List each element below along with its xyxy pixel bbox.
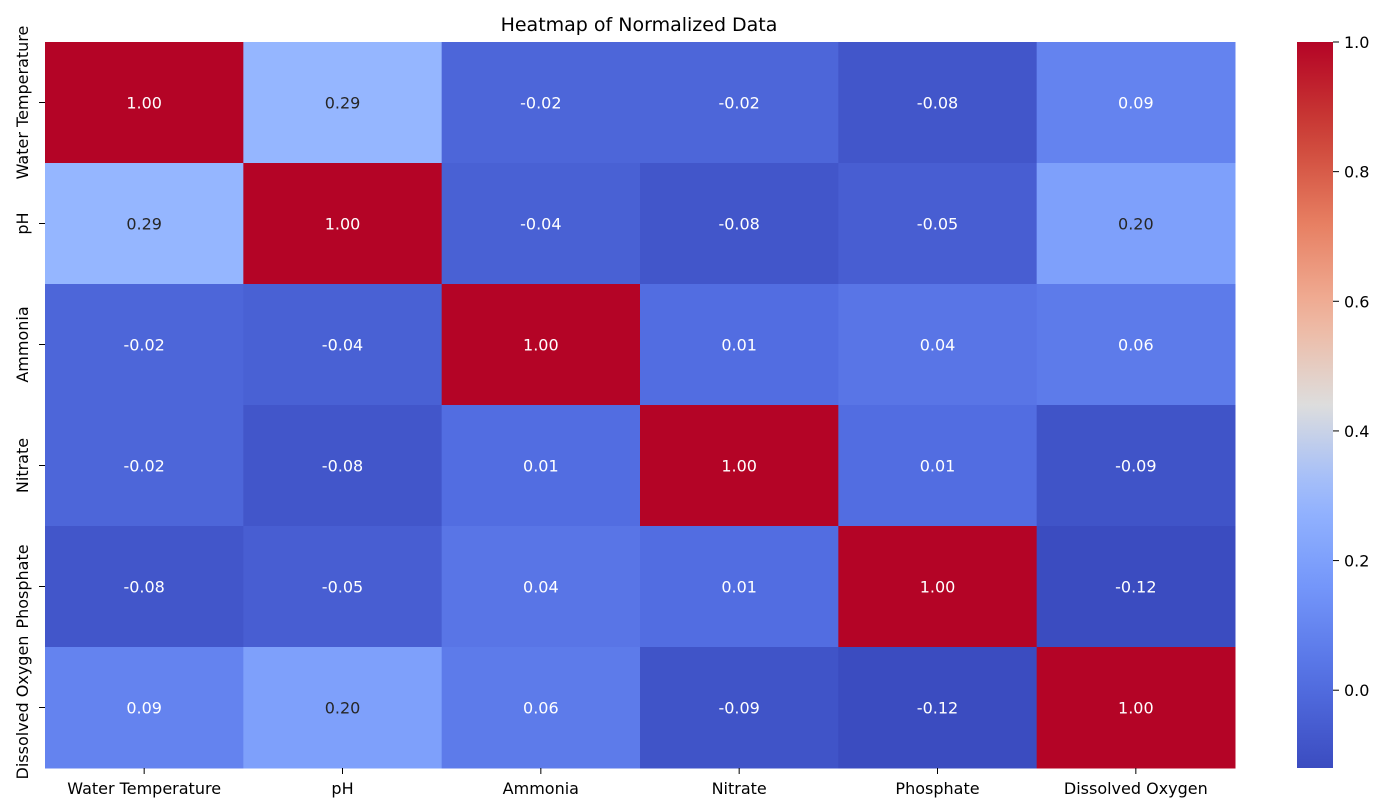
colorbar-tick-label: 0.6 bbox=[1344, 292, 1369, 311]
y-tick-label: Phosphate bbox=[13, 544, 32, 628]
cell-value-label: -0.02 bbox=[520, 94, 561, 113]
cell-value-label: 0.06 bbox=[1118, 336, 1154, 355]
colorbar-tick-label: 0.4 bbox=[1344, 422, 1369, 441]
cell-value-label: 0.09 bbox=[1118, 94, 1154, 113]
colorbar-tick-label: 0.0 bbox=[1344, 681, 1369, 700]
cell-value-label: 0.01 bbox=[920, 457, 956, 476]
cell-value-label: -0.12 bbox=[917, 699, 958, 718]
x-tick-label: Water Temperature bbox=[67, 779, 221, 798]
heatmap-cell bbox=[45, 647, 244, 769]
x-tick-label: Dissolved Oxygen bbox=[1064, 779, 1208, 798]
heatmap-cell bbox=[441, 526, 641, 648]
cell-value-label: 1.00 bbox=[126, 94, 162, 113]
x-tick-label: Phosphate bbox=[895, 779, 979, 798]
heatmap-cell bbox=[1036, 647, 1236, 769]
cell-value-label: 1.00 bbox=[920, 578, 956, 597]
chart-title: Heatmap of Normalized Data bbox=[501, 14, 778, 36]
colorbar-gradient bbox=[1297, 42, 1333, 768]
cell-value-label: -0.08 bbox=[718, 215, 759, 234]
cell-value-label: -0.05 bbox=[322, 578, 363, 597]
cell-value-label: 1.00 bbox=[523, 336, 559, 355]
heatmap-cell bbox=[838, 284, 1038, 406]
heatmap-cell bbox=[45, 526, 244, 648]
cell-value-label: 0.04 bbox=[920, 336, 956, 355]
cell-value-label: -0.09 bbox=[1115, 457, 1156, 476]
cell-value-label: 0.04 bbox=[523, 578, 559, 597]
heatmap-cell bbox=[441, 647, 641, 769]
heatmap-cell bbox=[45, 163, 244, 285]
heatmap-cell bbox=[838, 647, 1038, 769]
cell-value-label: -0.08 bbox=[123, 578, 164, 597]
cell-value-label: 1.00 bbox=[1118, 699, 1154, 718]
colorbar-tick-label: 0.8 bbox=[1344, 163, 1369, 182]
y-axis: Water Temperature pH Ammonia Nitrate Phospha… bbox=[13, 26, 45, 780]
colorbar-tick-label: 1.0 bbox=[1344, 33, 1369, 52]
cell-value-label: -0.12 bbox=[1115, 578, 1156, 597]
y-tick-label: Water Temperature bbox=[13, 26, 32, 180]
colorbar-tick-label: 0.2 bbox=[1344, 552, 1369, 571]
x-tick-label: Nitrate bbox=[712, 779, 767, 798]
cell-value-label: 0.20 bbox=[325, 699, 361, 718]
heatmap-cell bbox=[243, 163, 443, 285]
heatmap-cell bbox=[838, 526, 1038, 648]
heatmap-cell bbox=[45, 42, 244, 164]
heatmap-cell bbox=[640, 526, 839, 648]
cell-value-label: -0.08 bbox=[322, 457, 363, 476]
cell-value-label: -0.04 bbox=[520, 215, 561, 234]
heatmap-cell bbox=[441, 284, 641, 406]
heatmap-cell bbox=[640, 647, 839, 769]
heatmap-cell bbox=[441, 42, 641, 164]
heatmap-cell bbox=[243, 405, 443, 527]
cell-value-label: 0.06 bbox=[523, 699, 559, 718]
heatmap-cell bbox=[45, 405, 244, 527]
cell-value-label: -0.05 bbox=[917, 215, 958, 234]
heatmap-cell bbox=[640, 284, 839, 406]
y-tick-label: Dissolved Oxygen bbox=[13, 636, 32, 780]
heatmap-cell bbox=[838, 42, 1038, 164]
cell-value-label: 1.00 bbox=[721, 457, 757, 476]
heatmap-cell bbox=[1036, 405, 1236, 527]
heatmap-cell bbox=[1036, 526, 1236, 648]
cell-value-label: 1.00 bbox=[325, 215, 361, 234]
y-tick-label: Ammonia bbox=[13, 306, 32, 382]
heatmap-cell bbox=[640, 42, 839, 164]
heatmap-cell bbox=[838, 163, 1038, 285]
cell-value-label: 0.29 bbox=[126, 215, 162, 234]
x-tick-label: pH bbox=[331, 779, 353, 798]
cell-value-label: 0.01 bbox=[523, 457, 559, 476]
cell-value-label: 0.01 bbox=[721, 336, 757, 355]
heatmap-cells: 1.00 0.29 -0.02 -0.02 -0.08 0.09 0.29 1.00 -0.04… bbox=[45, 42, 1236, 769]
cell-value-label: -0.02 bbox=[123, 457, 164, 476]
cell-value-label: -0.02 bbox=[123, 336, 164, 355]
heatmap-cell bbox=[1036, 163, 1236, 285]
heatmap-cell bbox=[441, 405, 641, 527]
heatmap-cell bbox=[1036, 42, 1236, 164]
heatmap-cell bbox=[243, 526, 443, 648]
heatmap-cell bbox=[640, 163, 839, 285]
cell-value-label: 0.20 bbox=[1118, 215, 1154, 234]
cell-value-label: -0.08 bbox=[917, 94, 958, 113]
x-axis: Water Temperature pH Ammonia Nitrate Phospha… bbox=[67, 768, 1208, 798]
cell-value-label: 0.09 bbox=[126, 699, 162, 718]
y-tick-label: pH bbox=[13, 212, 32, 234]
colorbar: 0.0 0.2 0.4 0.6 0.8 1.0 bbox=[1297, 33, 1369, 768]
cell-value-label: -0.09 bbox=[718, 699, 759, 718]
heatmap-cell bbox=[640, 405, 839, 527]
heatmap-cell bbox=[243, 284, 443, 406]
heatmap-cell bbox=[243, 42, 443, 164]
heatmap-cell bbox=[441, 163, 641, 285]
heatmap-cell bbox=[45, 284, 244, 406]
x-tick-label: Ammonia bbox=[503, 779, 579, 798]
heatmap-cell bbox=[1036, 284, 1236, 406]
heatmap-cell bbox=[243, 647, 443, 769]
cell-value-label: -0.02 bbox=[718, 94, 759, 113]
cell-value-label: 0.29 bbox=[325, 94, 361, 113]
heatmap-cell bbox=[838, 405, 1038, 527]
y-tick-label: Nitrate bbox=[13, 438, 32, 493]
cell-value-label: 0.01 bbox=[721, 578, 757, 597]
cell-value-label: -0.04 bbox=[322, 336, 363, 355]
